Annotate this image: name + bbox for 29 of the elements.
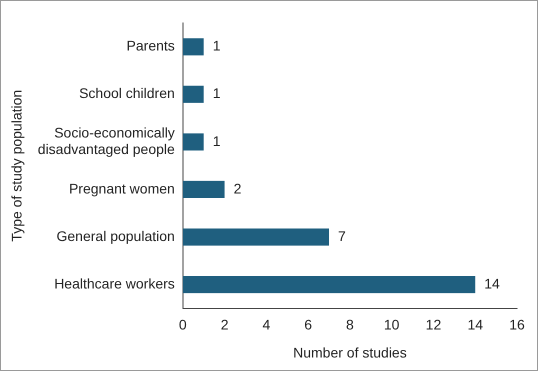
x-tick-label: 4 [262,316,270,333]
bar [182,228,330,246]
x-tick-label: 12 [426,316,442,333]
data-label: 1 [212,85,221,102]
x-axis-title: Number of studies [293,344,407,360]
bar [182,276,476,294]
data-label: 14 [484,275,500,292]
x-tick-label: 14 [467,316,484,333]
bar [182,133,204,150]
y-tick-label: Parents [126,38,175,54]
y-axis-title: Type of study population [8,90,24,242]
y-tick-label: Healthcare workers [54,275,175,292]
data-label: 1 [212,38,221,54]
x-tick-label: 8 [346,316,354,333]
data-label: 1 [212,132,221,149]
y-tick-label: School children [79,85,175,102]
data-label: 2 [234,180,242,196]
x-tick-label: 0 [178,316,187,333]
bar [182,180,225,198]
x-tick-label: 2 [220,316,229,333]
x-tick-label: 16 [509,316,525,333]
y-tick-label: Socio-economically disadvantaged people [38,124,176,158]
y-tick-label: General population [56,228,175,244]
data-label: 7 [338,228,346,244]
bar [182,86,204,103]
x-tick-label: 6 [304,316,312,333]
y-tick-label: Pregnant women [68,180,175,196]
bar [182,38,204,56]
x-tick-label: 10 [384,316,400,333]
